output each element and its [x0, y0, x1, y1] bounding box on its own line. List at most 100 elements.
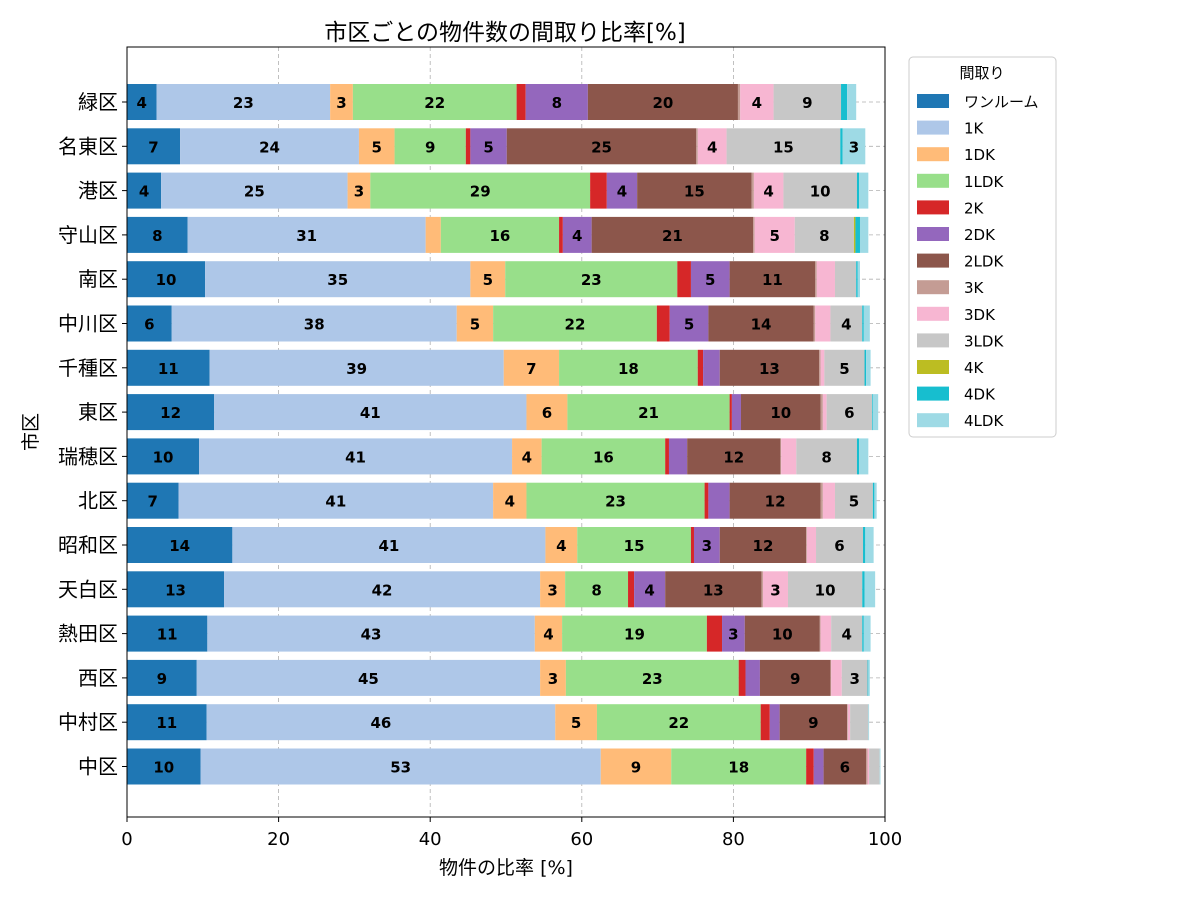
data-label: 3	[548, 670, 558, 688]
data-label: 9	[790, 670, 800, 688]
data-label: 23	[605, 493, 626, 511]
data-label: 3	[702, 537, 712, 555]
bar-segment	[834, 261, 857, 298]
data-label: 4	[841, 316, 851, 334]
bar-segment	[180, 128, 359, 165]
y-tick-label: 熱田区	[58, 622, 118, 646]
bar-segment	[866, 748, 868, 785]
bar-segment	[842, 128, 866, 165]
bar-segment	[127, 438, 200, 475]
legend-swatch	[917, 413, 949, 428]
data-label: 41	[378, 537, 399, 555]
bar-segment	[822, 482, 835, 519]
bar-segment	[565, 571, 629, 608]
bar-segment	[590, 172, 607, 209]
bar-segment	[525, 84, 588, 120]
bar-segment	[669, 305, 709, 342]
data-label: 18	[618, 360, 639, 378]
data-label: 4	[139, 183, 149, 201]
data-label: 42	[372, 581, 393, 599]
data-label: 38	[304, 316, 325, 334]
data-label: 3	[770, 581, 780, 599]
bar-segment	[127, 704, 207, 741]
bar-segment	[722, 615, 745, 652]
bar-segment	[206, 704, 556, 741]
bar-segment	[516, 84, 526, 120]
bar-segment	[690, 261, 730, 298]
data-label: 41	[360, 404, 381, 422]
data-label: 24	[259, 138, 280, 156]
legend-title: 間取り	[959, 64, 1004, 82]
y-tick-label: 中川区	[58, 312, 118, 336]
bar-segment	[856, 438, 860, 475]
data-label: 16	[593, 448, 614, 466]
bar-segment	[819, 615, 821, 652]
data-label: 13	[759, 360, 780, 378]
bar-segment	[456, 305, 494, 342]
bar-segment	[820, 349, 825, 386]
data-label: 5	[849, 493, 859, 511]
plot-frame	[126, 46, 886, 818]
bar-segment	[526, 394, 568, 431]
data-label: 6	[144, 316, 154, 334]
bar-segment	[867, 659, 869, 696]
bar-segment	[879, 748, 881, 785]
bar-segment	[637, 172, 752, 209]
legend-entry: 3K	[964, 279, 985, 297]
y-tick-label: 瑞穂区	[58, 444, 118, 468]
bar-segment	[503, 349, 560, 386]
bar-segment	[470, 128, 507, 165]
x-tick-label: 20	[267, 829, 290, 850]
bar-segment	[600, 748, 672, 785]
bar-segment	[587, 84, 738, 120]
bar-segment	[200, 748, 601, 785]
data-label: 13	[165, 581, 186, 599]
bar-segment	[512, 438, 542, 475]
bar-segment	[178, 482, 494, 519]
data-label: 8	[819, 227, 829, 245]
bar-segment	[394, 128, 466, 165]
bar-segment	[863, 305, 870, 342]
bar-segment	[815, 305, 831, 342]
bar-segment	[696, 128, 698, 165]
bar-segment	[205, 261, 471, 298]
bar-segment	[864, 349, 867, 386]
legend-swatch	[917, 280, 949, 295]
data-label: 4	[763, 183, 773, 201]
data-label: 5	[705, 271, 715, 289]
data-label: 3	[849, 670, 859, 688]
bar-segment	[127, 349, 210, 386]
legend-entry: 1DK	[964, 146, 996, 164]
y-tick-label: 北区	[78, 489, 118, 513]
data-label: 5	[483, 271, 493, 289]
bar-segment	[869, 748, 880, 785]
data-label: 5	[839, 360, 849, 378]
bar-segment	[706, 615, 723, 652]
bar-segment	[690, 527, 694, 563]
bar-segment	[863, 527, 866, 563]
data-label: 12	[765, 493, 786, 511]
data-label: 4	[556, 537, 566, 555]
legend-entry: ワンルーム	[964, 93, 1039, 111]
bar-segment	[830, 659, 832, 696]
bar-segment	[868, 704, 870, 741]
bar-segment	[834, 482, 873, 519]
bar-segment	[697, 128, 727, 165]
legend-entry: 4DK	[964, 386, 996, 404]
data-label: 21	[662, 227, 683, 245]
legend-swatch	[917, 200, 949, 215]
legend-entry: 4K	[964, 359, 985, 377]
bar-segment	[665, 438, 669, 475]
data-label: 9	[631, 759, 641, 777]
data-label: 15	[773, 138, 794, 156]
bar-segment	[729, 482, 821, 519]
bar-segment	[824, 349, 865, 386]
bar-segment	[506, 128, 697, 165]
bar-segment	[874, 482, 877, 519]
bar-segment	[867, 748, 870, 785]
bar-segment	[787, 571, 863, 608]
data-label: 41	[345, 448, 366, 466]
data-label: 53	[390, 759, 411, 777]
data-label: 3	[354, 183, 364, 201]
data-label: 20	[652, 94, 673, 112]
